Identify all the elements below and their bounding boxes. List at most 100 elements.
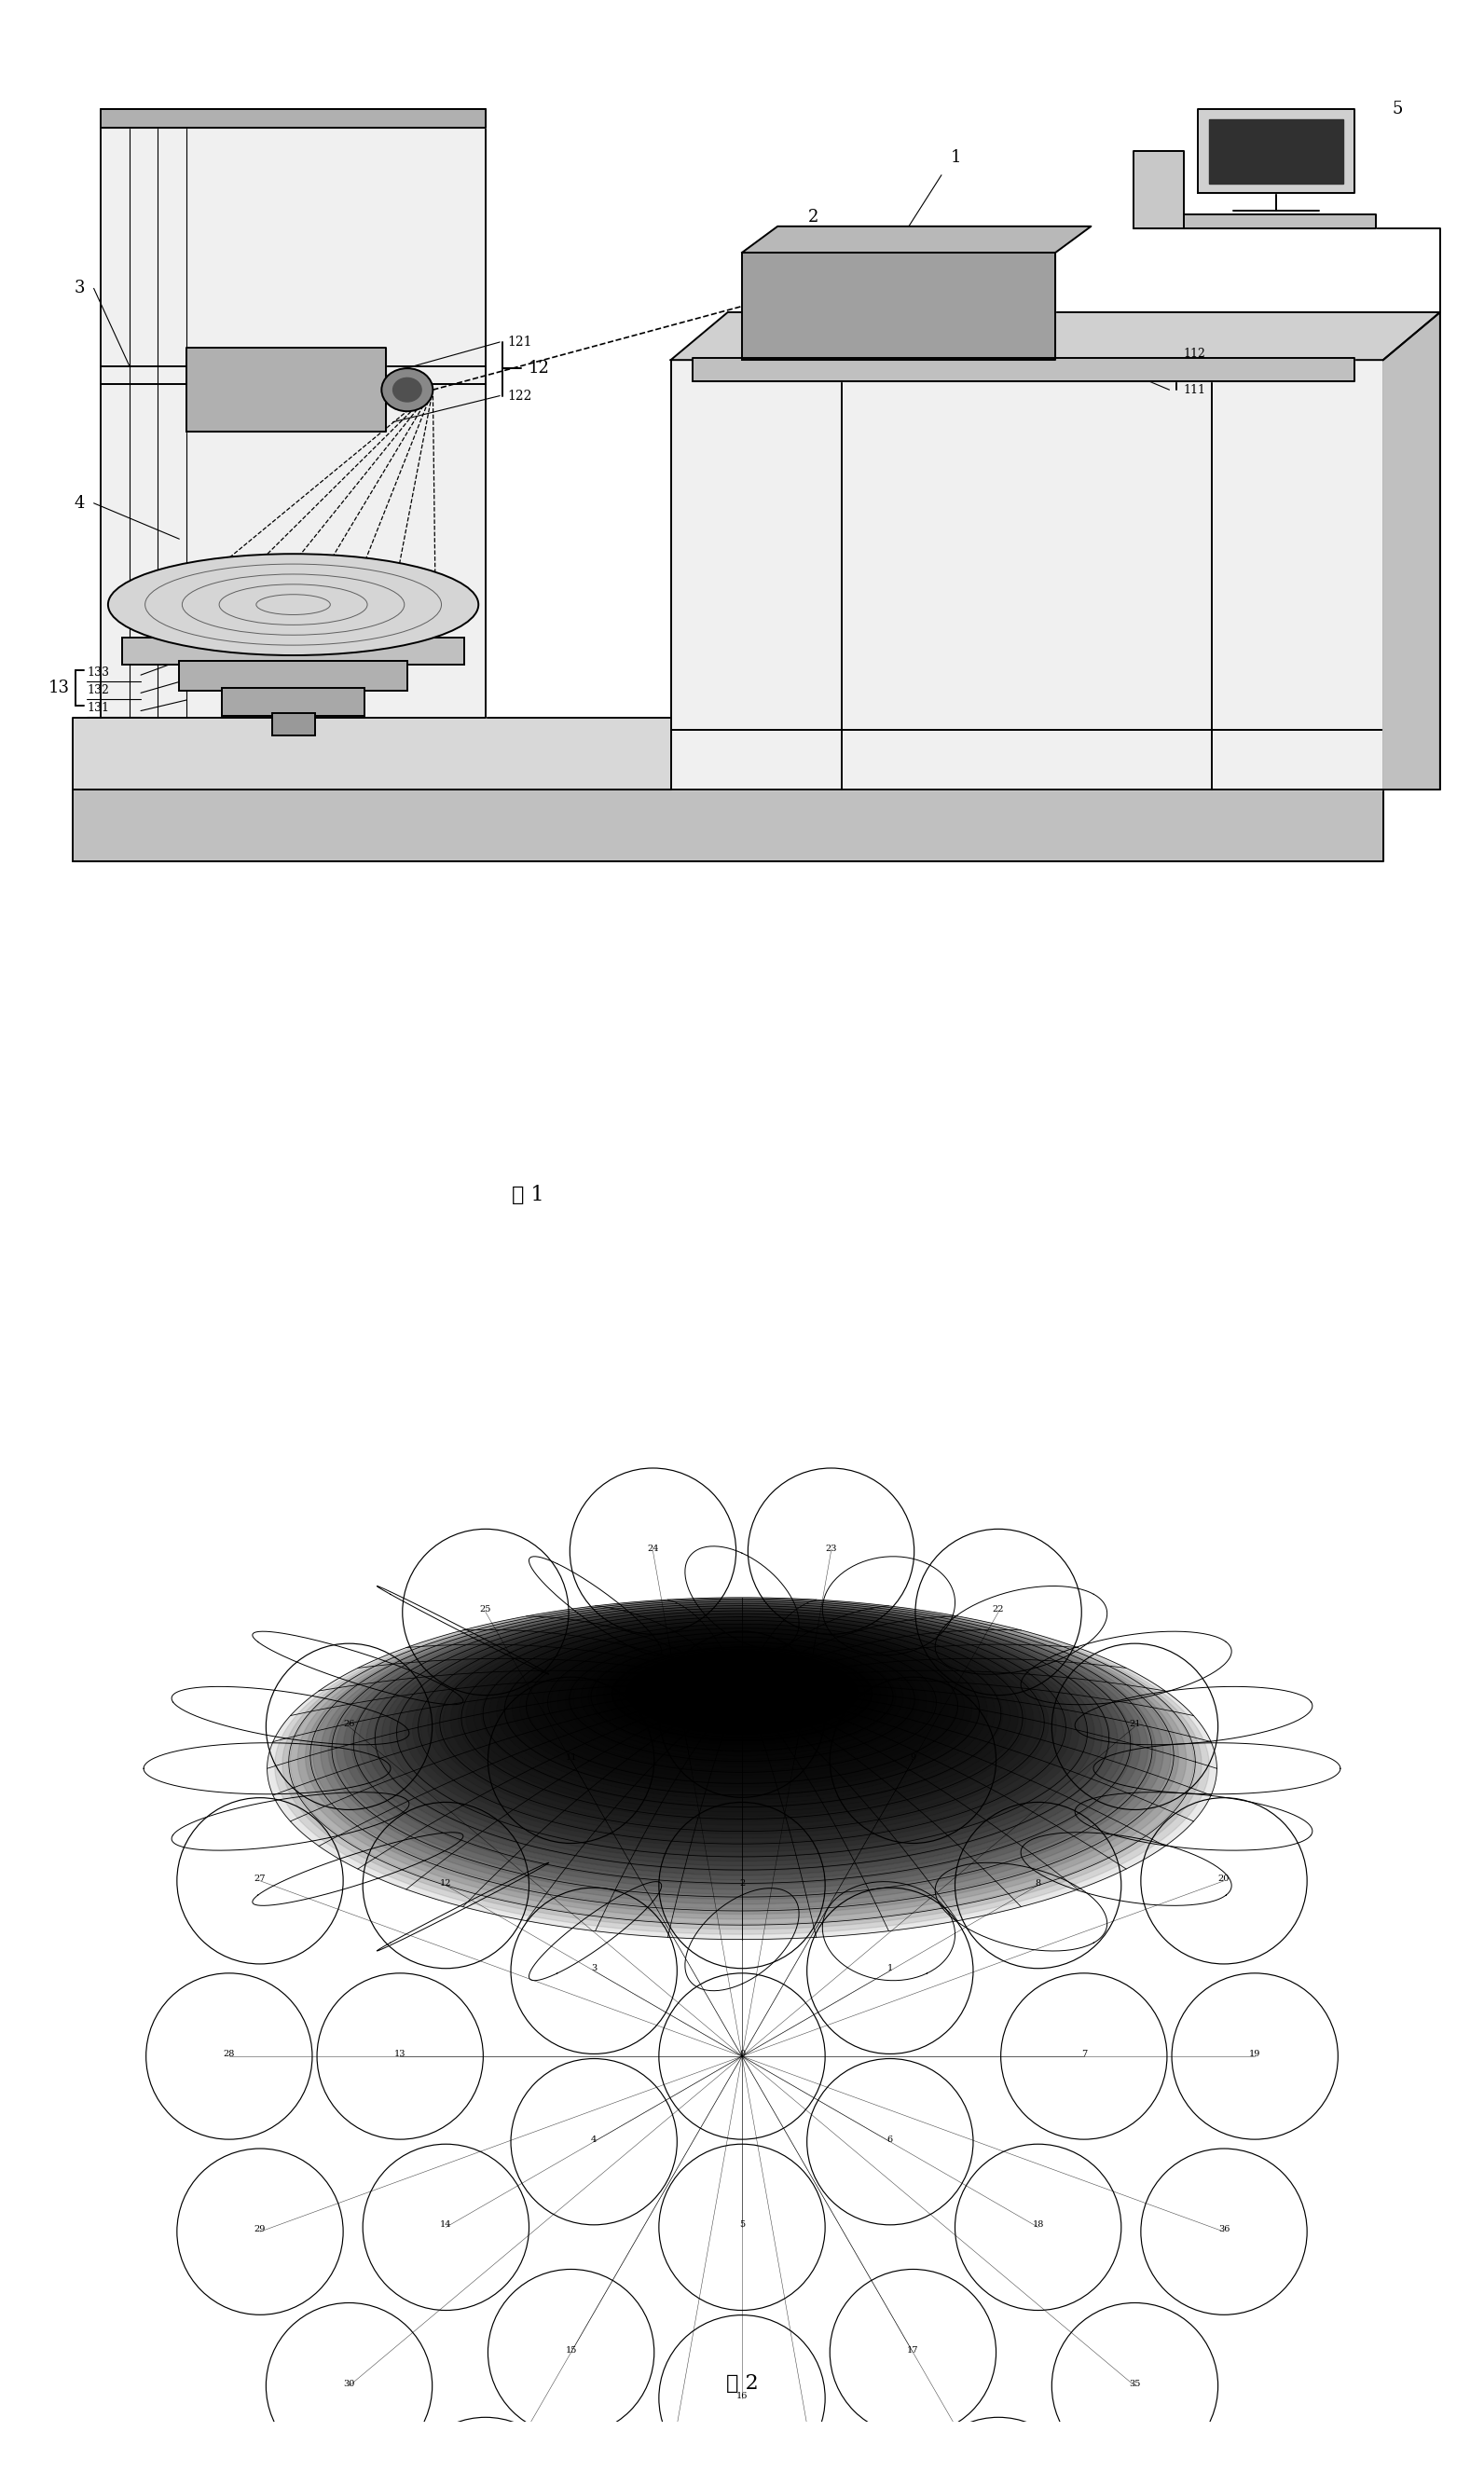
Text: 2: 2 [807,209,819,226]
Polygon shape [1383,313,1439,791]
Text: 122: 122 [508,390,531,403]
Polygon shape [1209,119,1343,184]
Polygon shape [611,1646,873,1740]
Text: 3: 3 [591,1964,597,1971]
Polygon shape [359,1603,1125,1879]
Polygon shape [73,791,1383,860]
Polygon shape [481,1621,1003,1807]
Text: 17: 17 [907,2347,919,2354]
Polygon shape [671,313,1439,360]
Polygon shape [313,1601,1171,1909]
Text: 16: 16 [736,2392,748,2399]
Text: 10: 10 [736,1708,748,1715]
Polygon shape [1198,109,1355,194]
Polygon shape [298,1598,1186,1919]
Polygon shape [420,1611,1064,1842]
Polygon shape [187,348,386,433]
Polygon shape [267,1598,1217,1939]
Polygon shape [444,1613,1040,1830]
Text: 28: 28 [224,2048,234,2058]
Polygon shape [580,1641,904,1755]
Text: 图 1: 图 1 [512,1186,545,1206]
Text: 9: 9 [910,1753,916,1763]
Text: 27: 27 [254,1874,266,1882]
Polygon shape [335,1601,1149,1894]
Polygon shape [665,1661,819,1718]
Polygon shape [101,109,485,127]
Text: 1: 1 [950,149,962,167]
Polygon shape [650,1656,834,1723]
Text: 112: 112 [1184,348,1206,360]
Polygon shape [282,1598,1202,1929]
Polygon shape [459,1616,1025,1820]
Polygon shape [542,1631,942,1775]
Polygon shape [742,254,1055,360]
Polygon shape [451,1616,1033,1825]
Text: 12: 12 [441,1879,451,1887]
Text: 29: 29 [254,2225,266,2232]
Polygon shape [367,1606,1117,1874]
Polygon shape [512,1626,972,1792]
Polygon shape [565,1636,919,1763]
Text: 132: 132 [86,684,108,696]
Polygon shape [306,1598,1178,1914]
Text: 15: 15 [565,2347,577,2354]
Text: 24: 24 [647,1544,659,1554]
Text: 131: 131 [86,704,108,713]
Polygon shape [619,1648,865,1738]
Polygon shape [435,1613,1049,1835]
Text: 35: 35 [1129,2379,1141,2387]
Polygon shape [352,1603,1132,1884]
Polygon shape [73,718,1383,791]
Text: 1: 1 [887,1964,893,1971]
Polygon shape [1134,152,1184,229]
Polygon shape [389,1608,1095,1862]
Text: 30: 30 [343,2379,355,2387]
Polygon shape [427,1611,1057,1837]
Text: 图 2: 图 2 [726,2374,758,2394]
Polygon shape [488,1621,996,1805]
Text: 26: 26 [343,1720,355,1728]
Text: 23: 23 [825,1544,837,1554]
Polygon shape [657,1658,827,1720]
Text: 7: 7 [1080,2048,1086,2058]
Polygon shape [405,1608,1079,1852]
Polygon shape [626,1651,858,1733]
Text: 19: 19 [1250,2048,1260,2058]
Polygon shape [597,1643,887,1748]
Text: 8: 8 [1036,1879,1040,1887]
Polygon shape [551,1633,933,1770]
Text: 5: 5 [1392,102,1402,117]
Polygon shape [742,226,1091,254]
Polygon shape [505,1623,979,1795]
Polygon shape [672,1663,812,1713]
Polygon shape [289,1598,1195,1924]
Polygon shape [381,1606,1103,1867]
Text: 13: 13 [395,2048,407,2058]
Polygon shape [344,1603,1140,1889]
Bar [180,661,407,691]
Polygon shape [588,1641,896,1753]
Text: 36: 36 [1218,2225,1230,2232]
Polygon shape [604,1646,880,1745]
Text: 3: 3 [74,281,85,296]
Text: 133: 133 [86,666,108,679]
Text: 22: 22 [993,1606,1005,1613]
Polygon shape [374,1606,1110,1869]
Text: 25: 25 [479,1606,491,1613]
Polygon shape [527,1628,957,1782]
Text: 111: 111 [1184,383,1206,395]
Polygon shape [671,360,1383,791]
Polygon shape [473,1618,1011,1812]
Text: 4: 4 [591,2135,597,2143]
Polygon shape [692,358,1355,380]
Polygon shape [573,1638,911,1760]
Polygon shape [634,1653,850,1730]
Polygon shape [466,1618,1018,1817]
Polygon shape [101,109,485,718]
Text: 0: 0 [739,2048,745,2058]
Polygon shape [641,1656,843,1728]
Text: 2: 2 [739,1879,745,1887]
Text: 20: 20 [1218,1874,1230,1882]
Text: 14: 14 [441,2220,451,2230]
